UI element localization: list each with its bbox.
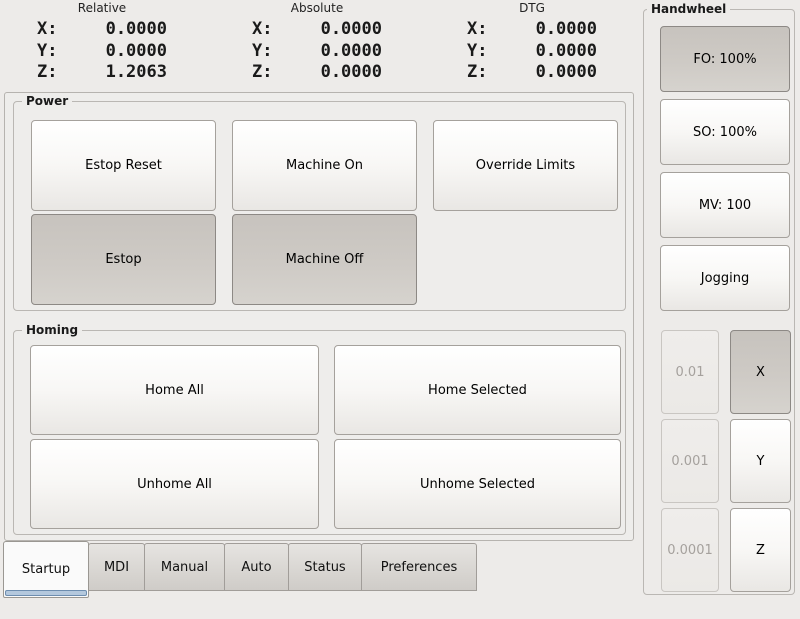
- tab-manual[interactable]: Manual: [144, 543, 225, 591]
- dro-relative-y-row: Y: 0.0000: [37, 41, 167, 63]
- dro-absolute-z-label: Z:: [252, 62, 273, 82]
- machine-on-button[interactable]: Machine On: [232, 120, 417, 211]
- active-tab-indicator: [5, 590, 87, 596]
- tab-manual-label: Manual: [160, 559, 209, 575]
- dro-absolute-x-row: X: 0.0000: [252, 19, 382, 41]
- power-button-grid: Estop Reset Machine On Override Limits E…: [31, 120, 618, 305]
- dro-dtg-x-value: 0.0000: [535, 19, 597, 39]
- tab-startup[interactable]: Startup: [3, 541, 89, 598]
- dro-absolute-z-value: 0.0000: [320, 62, 382, 82]
- handwheel-increment-axis-grid: 0.01 X 0.001 Y 0.0001 Z: [661, 330, 791, 592]
- axis-x-button[interactable]: X: [730, 330, 791, 414]
- dro-dtg-title: DTG: [519, 1, 545, 15]
- tab-status[interactable]: Status: [288, 543, 362, 591]
- dro-dtg-y-label: Y:: [467, 40, 488, 61]
- homing-group-title: Homing: [22, 323, 83, 337]
- dro-absolute-title: Absolute: [290, 1, 344, 15]
- axis-y-button[interactable]: Y: [730, 419, 791, 503]
- handwheel-group: Handwheel FO: 100% SO: 100% MV: 100 Jogg…: [643, 2, 795, 595]
- dro-absolute-y-row: Y: 0.0000: [252, 41, 382, 63]
- dro-relative: Relative X: 0.0000 Y: 0.0000 Z: 1.2063: [37, 1, 167, 84]
- dro-dtg-y-value: 0.0000: [535, 40, 597, 61]
- dro-relative-z-value: 1.2063: [105, 62, 167, 82]
- tab-startup-label: Startup: [21, 562, 71, 577]
- dro-dtg-y-row: Y: 0.0000: [467, 41, 597, 63]
- dro-relative-z-row: Z: 1.2063: [37, 62, 167, 84]
- dro-dtg-x-row: X: 0.0000: [467, 19, 597, 41]
- increment-0-01-button[interactable]: 0.01: [661, 330, 719, 414]
- machine-off-button[interactable]: Machine Off: [232, 214, 417, 305]
- tab-auto-label: Auto: [241, 559, 272, 575]
- dro-absolute-x-label: X:: [252, 19, 273, 39]
- jogging-button[interactable]: Jogging: [660, 245, 790, 311]
- estop-button[interactable]: Estop: [31, 214, 216, 305]
- homing-button-grid: Home All Home Selected Unhome All Unhome…: [30, 345, 621, 529]
- power-group: Power Estop Reset Machine On Override Li…: [13, 94, 626, 311]
- dro-relative-y-label: Y:: [37, 40, 58, 61]
- dro-relative-x-row: X: 0.0000: [37, 19, 167, 41]
- dro-relative-z-label: Z:: [37, 62, 58, 82]
- home-all-button[interactable]: Home All: [30, 345, 319, 435]
- dro-absolute-z-row: Z: 0.0000: [252, 62, 382, 84]
- homing-group: Homing Home All Home Selected Unhome All…: [13, 323, 626, 535]
- dro-relative-title: Relative: [77, 1, 127, 15]
- override-limits-button[interactable]: Override Limits: [433, 120, 618, 211]
- dro-absolute-x-value: 0.0000: [320, 19, 382, 39]
- tab-preferences-label: Preferences: [380, 559, 458, 575]
- tab-auto[interactable]: Auto: [224, 543, 289, 591]
- dro-absolute: Absolute X: 0.0000 Y: 0.0000 Z: 0.0000: [252, 1, 382, 84]
- max-velocity-button[interactable]: MV: 100: [660, 172, 790, 238]
- home-selected-button[interactable]: Home Selected: [334, 345, 621, 435]
- startup-page: Power Estop Reset Machine On Override Li…: [4, 92, 634, 541]
- unhome-selected-button[interactable]: Unhome Selected: [334, 439, 621, 529]
- tab-mdi-label: MDI: [103, 559, 130, 575]
- dro-dtg: DTG X: 0.0000 Y: 0.0000 Z: 0.0000: [467, 1, 597, 84]
- spindle-override-button[interactable]: SO: 100%: [660, 99, 790, 165]
- dro-relative-x-label: X:: [37, 19, 58, 39]
- tab-mdi[interactable]: MDI: [88, 543, 145, 591]
- power-group-title: Power: [22, 94, 73, 108]
- tab-preferences[interactable]: Preferences: [361, 543, 477, 591]
- unhome-all-button[interactable]: Unhome All: [30, 439, 319, 529]
- estop-reset-button[interactable]: Estop Reset: [31, 120, 216, 211]
- handwheel-group-title: Handwheel: [647, 2, 731, 16]
- dro-dtg-z-label: Z:: [467, 62, 488, 82]
- increment-0-0001-button[interactable]: 0.0001: [661, 508, 719, 592]
- dro-absolute-y-value: 0.0000: [320, 40, 382, 61]
- axis-z-button[interactable]: Z: [730, 508, 791, 592]
- feed-override-button[interactable]: FO: 100%: [660, 26, 790, 92]
- dro-dtg-z-value: 0.0000: [535, 62, 597, 82]
- dro-relative-y-value: 0.0000: [105, 40, 167, 61]
- dro-dtg-z-row: Z: 0.0000: [467, 62, 597, 84]
- dro-relative-x-value: 0.0000: [105, 19, 167, 39]
- increment-0-001-button[interactable]: 0.001: [661, 419, 719, 503]
- dro-dtg-x-label: X:: [467, 19, 488, 39]
- dro-absolute-y-label: Y:: [252, 40, 273, 61]
- tab-status-label: Status: [304, 559, 346, 575]
